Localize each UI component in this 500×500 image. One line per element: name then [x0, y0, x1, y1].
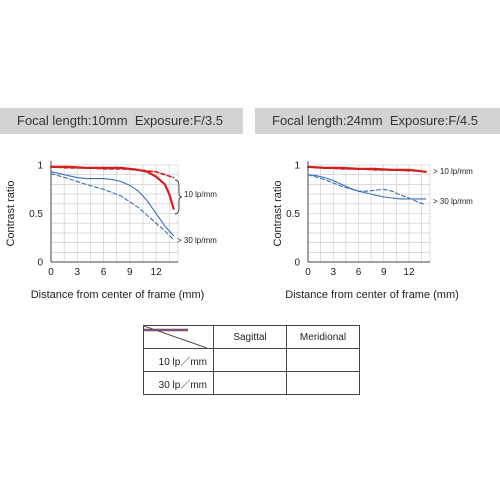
x-tick-label: 9 [381, 267, 387, 278]
legend-header-sagittal: Sagittal [213, 325, 287, 349]
x-tick-label: 3 [74, 267, 80, 278]
panel-1-focal-value: 10mm [91, 113, 128, 128]
y-tick-label: 0 [37, 258, 43, 269]
x-axis-label: Distance from center of frame (mm) [31, 289, 205, 301]
y-tick-label: 1 [37, 161, 43, 172]
x-tick-label: 9 [127, 267, 133, 278]
mtf-charts: 0 3 6 9 12 0 0.5 1 Distance from center of frame… [5, 161, 473, 302]
series-line-meridional-30 [50, 173, 175, 241]
y-tick-label: 0.5 [29, 209, 43, 220]
legend-swatch-meridional-30 [143, 328, 360, 395]
panel-1-banner: Focal length:10mm Exposure:F/3.5 [0, 108, 243, 134]
y-tick-label: 1 [294, 161, 300, 172]
annotation-label: > 30 lp/mm [433, 197, 473, 206]
x-tick-label: 12 [403, 267, 415, 278]
panel-1-focal-label: Focal length [17, 113, 88, 128]
legend-row-30-label: 30 lp／mm [143, 371, 214, 395]
panel-1-exposure-value: F/3.5 [193, 113, 223, 128]
legend-swatch-meridional-10 [143, 328, 360, 372]
series-line-sagittal-30 [50, 171, 175, 237]
legend-row-10-label: 10 lp／mm [143, 348, 214, 372]
annotation-label: 10 lp/mm [184, 190, 217, 199]
panel-2-banner: Focal length:24mm Exposure:F/4.5 [255, 108, 500, 134]
x-tick-label: 3 [330, 267, 336, 278]
series-line-sagittal-10 [306, 165, 427, 173]
panel-1-exposure-label: Exposure [134, 113, 190, 128]
y-tick-label: 0.5 [286, 209, 300, 220]
panel-2-exposure-label: Exposure [389, 113, 445, 128]
y-tick-label: 0 [294, 258, 300, 269]
panel-2-exposure-value: F/4.5 [448, 113, 478, 128]
x-tick-label: 6 [356, 267, 362, 278]
x-tick-label: 0 [305, 267, 311, 278]
legend-table: Sagittal Meridional 10 lp／mm 30 lp／mm [143, 325, 360, 395]
annotation-bracket [174, 179, 183, 215]
x-tick-label: 12 [151, 267, 163, 278]
panel-2-focal-label: Focal length [272, 113, 343, 128]
annotation-label: > 30 lp/mm [177, 236, 217, 245]
chart-24mm: 0 3 6 9 12 0 0.5 1 Distance from center of frame… [272, 161, 473, 302]
series-line-sagittal-10 [49, 165, 175, 210]
annotation-label: > 10 lp/mm [433, 167, 473, 176]
legend-header-meridional: Meridional [286, 325, 360, 349]
series-line-sagittal-30 [307, 174, 427, 200]
panel-2-focal-value: 24mm [346, 113, 383, 128]
x-tick-label: 6 [101, 267, 107, 278]
legend-swatch-sagittal-10 [143, 328, 287, 372]
series-line-meridional-30 [307, 174, 427, 206]
y-axis-label: Contrast ratio [272, 180, 284, 246]
chart-10mm: 0 3 6 9 12 0 0.5 1 Distance from center of frame… [5, 161, 217, 302]
x-tick-label: 0 [48, 267, 54, 278]
y-axis-label: Contrast ratio [5, 180, 17, 246]
legend-swatch-sagittal-30 [143, 328, 287, 395]
x-axis-label: Distance from center of frame (mm) [285, 289, 459, 301]
